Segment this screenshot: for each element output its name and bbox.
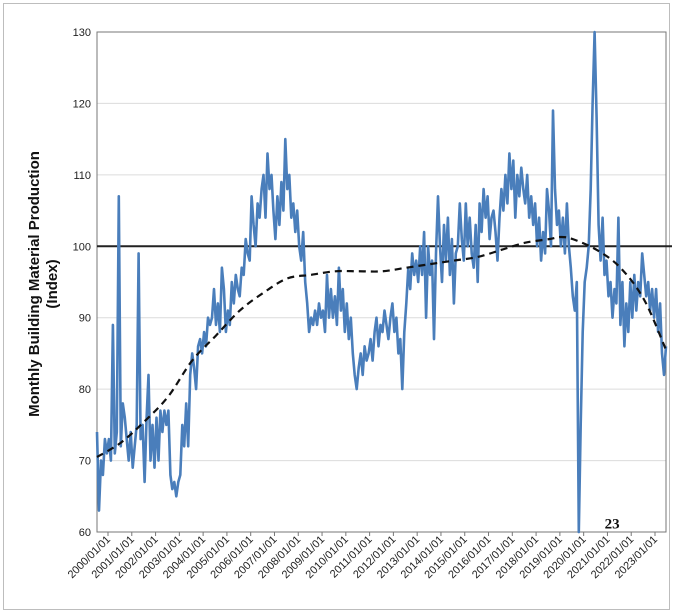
y-tick-label: 100 xyxy=(73,241,91,253)
y-axis-label: Monthly Building Material Production xyxy=(26,151,43,417)
x-axis: 2000/01/012001/01/012002/01/012003/01/01… xyxy=(66,532,660,581)
series-layer xyxy=(95,30,668,534)
y-tick-label: 60 xyxy=(79,527,91,539)
y-tick-label: 70 xyxy=(79,456,91,468)
series-monthly-index-line xyxy=(95,30,668,534)
annotation-23: 23 xyxy=(605,516,620,532)
chart-frame xyxy=(3,3,670,610)
y-tick-label: 130 xyxy=(73,27,91,39)
plot-border xyxy=(96,31,667,533)
y-tick-label: 90 xyxy=(79,313,91,325)
y-tick-label: 80 xyxy=(79,384,91,396)
y-tick-label: 110 xyxy=(73,170,91,182)
series-trend-dashed-line xyxy=(96,235,668,458)
y-tick-label: 120 xyxy=(73,98,91,110)
y-axis-label-unit: (Index) xyxy=(44,259,61,308)
y-axis: 60 70 80 90 100 110 120 130 xyxy=(73,27,91,539)
